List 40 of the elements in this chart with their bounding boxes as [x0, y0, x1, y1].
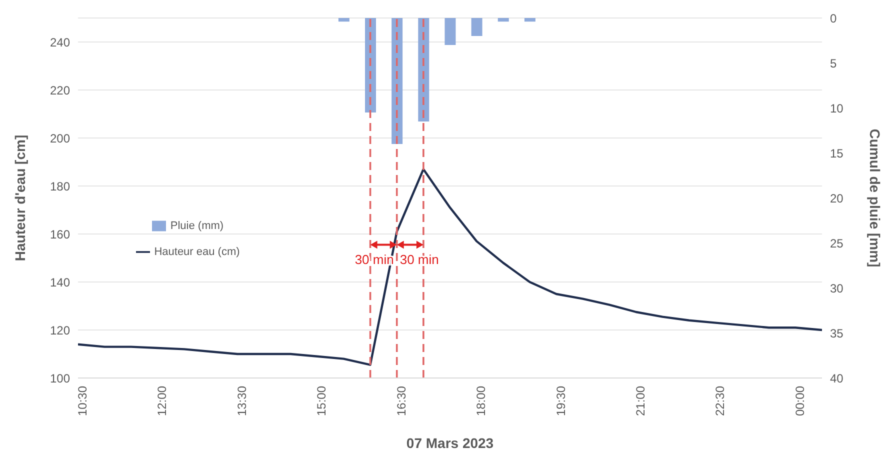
y-tick-label: 200	[50, 131, 70, 146]
bar	[365, 18, 376, 112]
y2-tick-label: 15	[830, 146, 844, 160]
x-tick-label: 22:30	[713, 386, 728, 416]
y-tick-label: 160	[50, 227, 70, 242]
y2-tick-label: 30	[830, 281, 844, 296]
x-tick-label: 18:00	[474, 386, 488, 416]
x-tick-label: 13:30	[234, 386, 249, 416]
y2-tick-label: 10	[830, 101, 844, 116]
line-series	[78, 168, 822, 366]
x-tick-label: 16:30	[394, 386, 408, 416]
legend-label: Pluie (mm)	[170, 220, 224, 232]
x-tick-label: 12:00	[155, 386, 170, 416]
x-tick-label: 15:00	[314, 386, 329, 416]
x-tick-label: 10:30	[76, 386, 90, 416]
y-tick-label: 220	[50, 83, 70, 98]
y2-tick-label: 35	[830, 326, 844, 340]
y2-axis-title: Cumul de pluie [mm]	[867, 128, 884, 268]
y-axis-title: Hauteur d'eau [cm]	[12, 134, 28, 262]
y2-tick-label: 20	[830, 191, 844, 206]
x-tick-label: 21:00	[634, 386, 648, 416]
y-tick-label: 100	[50, 371, 70, 386]
y2-tick-label: 25	[830, 236, 844, 250]
annotation: 30 min	[400, 252, 439, 267]
bar	[498, 18, 509, 22]
x-axis-title: 07 Mars 2023	[406, 435, 494, 451]
bar	[524, 18, 536, 22]
x-tick-label: 00:00	[792, 386, 807, 416]
y-tick-label: 140	[50, 275, 70, 290]
legend-label: Hauteur eau (cm)	[154, 246, 240, 258]
y-tick-label: 120	[50, 323, 70, 338]
y2-tick-label: 5	[830, 56, 837, 70]
y-tick-label: 180	[50, 179, 70, 194]
bar	[338, 18, 350, 22]
bar	[444, 18, 456, 45]
y-tick-label: 240	[50, 35, 70, 50]
y2-tick-label: 40	[830, 371, 844, 386]
y2-tick-label: 0	[830, 11, 837, 26]
bar	[471, 18, 482, 36]
x-tick-label: 19:30	[554, 386, 568, 416]
